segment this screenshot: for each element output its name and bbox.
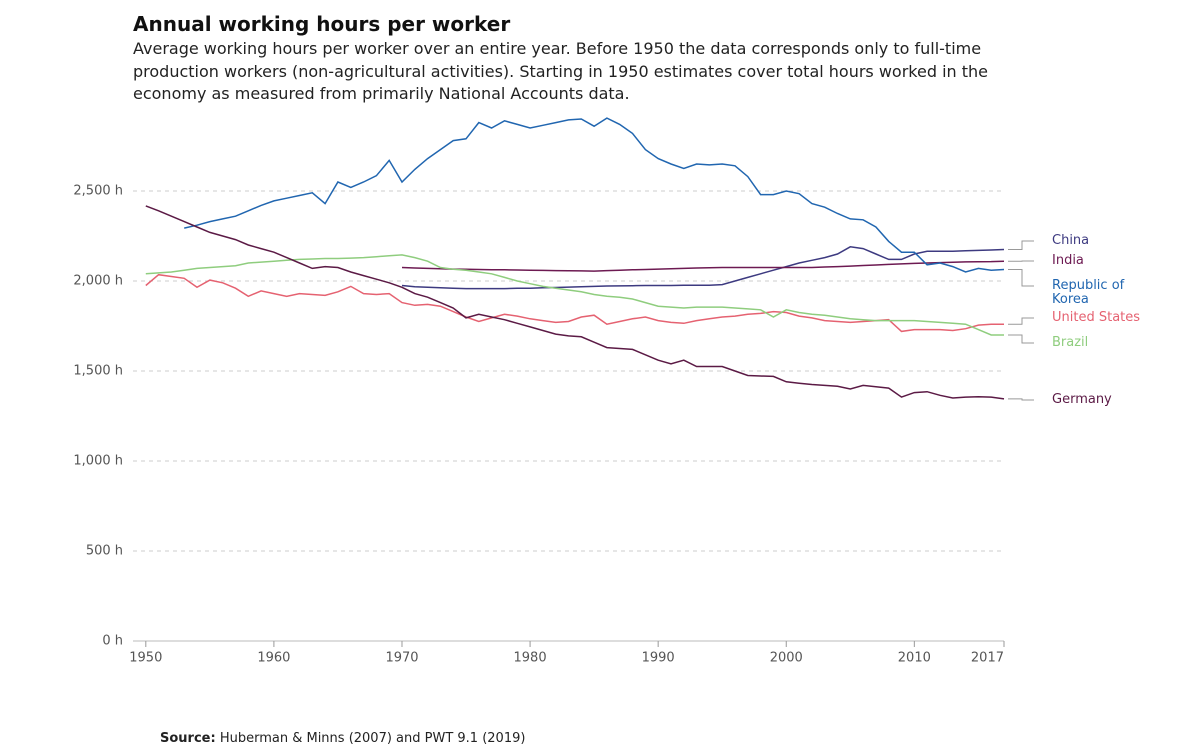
series-line — [145, 254, 1004, 336]
legend-label: Brazil — [1052, 335, 1089, 350]
y-tick-label: 500 h — [86, 544, 123, 559]
series-line — [401, 260, 1005, 272]
x-tick-label: 1990 — [642, 651, 675, 666]
chart-subtitle: Average working hours per worker over an… — [133, 39, 989, 103]
x-tick-label: 1960 — [257, 651, 290, 666]
legend-label: Republic of Korea — [1052, 278, 1125, 307]
legend-label: China — [1052, 233, 1090, 248]
legend-connector — [1008, 334, 1034, 344]
legend-connector — [1008, 398, 1034, 401]
y-tick-label: 2,000 h — [73, 274, 123, 289]
x-tick-label: 2000 — [770, 651, 803, 666]
x-tick-label: 2017 — [971, 651, 1004, 666]
y-tick-label: 0 h — [102, 634, 123, 649]
series-line — [145, 205, 1005, 400]
series-line — [184, 117, 1005, 273]
series-line — [145, 273, 1004, 333]
source-label: Source: — [160, 731, 216, 746]
legend-label: United States — [1052, 310, 1141, 325]
legend-connector — [1008, 240, 1034, 250]
source: Source: Huberman & Minns (2007) and PWT … — [160, 731, 525, 746]
legend-connector — [1008, 317, 1034, 325]
legend-connector — [1008, 268, 1034, 287]
x-tick-label: 1950 — [129, 651, 162, 666]
chart-title: Annual working hours per worker — [133, 12, 511, 36]
legend-label: Germany — [1052, 392, 1112, 407]
legend-label: India — [1052, 253, 1084, 268]
x-tick-label: 1970 — [385, 651, 418, 666]
x-tick-label: 2010 — [898, 651, 931, 666]
y-tick-label: 1,000 h — [73, 454, 123, 469]
source-text: Huberman & Minns (2007) and PWT 9.1 (201… — [219, 731, 526, 746]
y-tick-label: 1,500 h — [73, 364, 123, 379]
x-tick-label: 1980 — [514, 651, 547, 666]
y-tick-label: 2,500 h — [73, 184, 123, 199]
series-line — [401, 246, 1005, 290]
